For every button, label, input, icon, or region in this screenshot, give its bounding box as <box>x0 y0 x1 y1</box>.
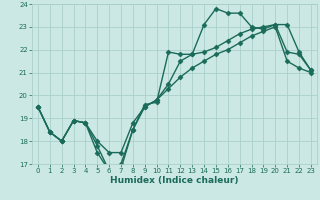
X-axis label: Humidex (Indice chaleur): Humidex (Indice chaleur) <box>110 176 239 185</box>
